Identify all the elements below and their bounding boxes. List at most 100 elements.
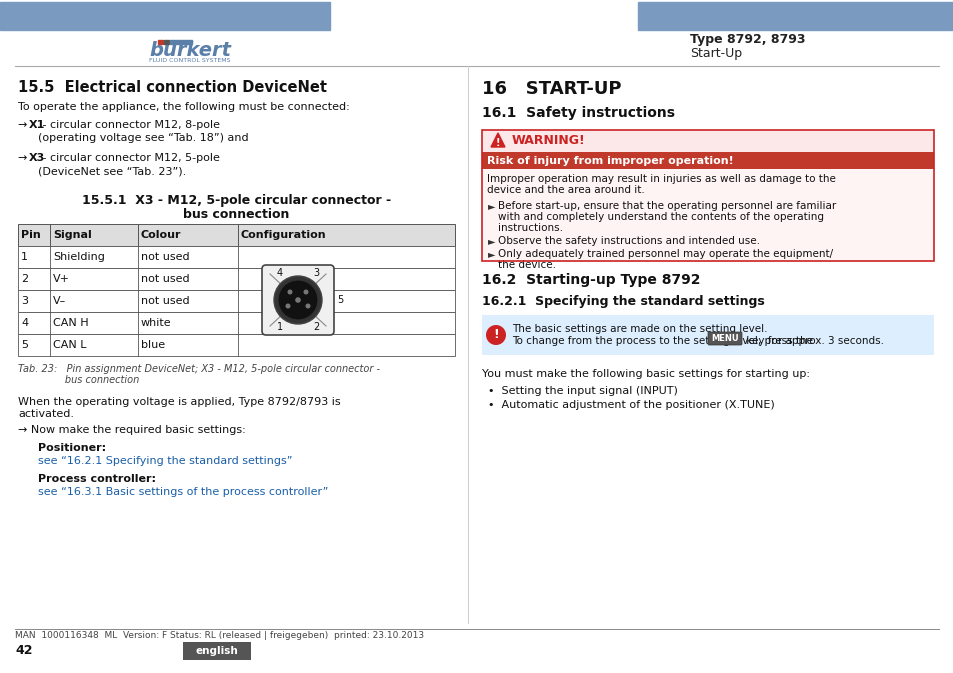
Text: Shielding: Shielding bbox=[53, 252, 105, 262]
Text: Risk of injury from improper operation!: Risk of injury from improper operation! bbox=[486, 155, 733, 166]
Circle shape bbox=[485, 325, 505, 345]
Bar bbox=[18, 312, 455, 334]
Bar bbox=[481, 315, 933, 355]
FancyBboxPatch shape bbox=[262, 265, 334, 335]
Text: not used: not used bbox=[141, 252, 190, 262]
FancyBboxPatch shape bbox=[707, 332, 741, 345]
Bar bbox=[481, 195, 933, 261]
Text: CAN H: CAN H bbox=[53, 318, 89, 328]
Bar bbox=[638, 2, 953, 30]
Text: blue: blue bbox=[141, 340, 165, 350]
Text: Configuration: Configuration bbox=[241, 230, 326, 240]
Circle shape bbox=[294, 297, 300, 303]
Circle shape bbox=[285, 304, 291, 308]
Text: 2: 2 bbox=[313, 322, 319, 332]
Text: 15.5  Electrical connection DeviceNet: 15.5 Electrical connection DeviceNet bbox=[18, 80, 327, 95]
Text: not used: not used bbox=[141, 274, 190, 284]
Text: see “16.2.1 Specifying the standard settings”: see “16.2.1 Specifying the standard sett… bbox=[38, 456, 293, 466]
Text: 3: 3 bbox=[21, 296, 28, 306]
Text: X1: X1 bbox=[29, 120, 46, 130]
Text: Only adequately trained personnel may operate the equipment/: Only adequately trained personnel may op… bbox=[497, 249, 832, 259]
Text: →: → bbox=[18, 153, 30, 163]
Text: bürkert: bürkert bbox=[149, 40, 231, 59]
Text: - circular connector M12, 8-pole: - circular connector M12, 8-pole bbox=[39, 120, 220, 130]
Text: V+: V+ bbox=[53, 274, 70, 284]
Text: When the operating voltage is applied, Type 8792/8793 is
activated.: When the operating voltage is applied, T… bbox=[18, 397, 340, 419]
Text: 4: 4 bbox=[276, 268, 283, 278]
Text: 5: 5 bbox=[21, 340, 28, 350]
Text: Observe the safety instructions and intended use.: Observe the safety instructions and inte… bbox=[497, 236, 760, 246]
Bar bbox=[481, 130, 933, 261]
Bar bbox=[158, 40, 163, 44]
Text: To change from the process to the setting level, press the: To change from the process to the settin… bbox=[512, 336, 812, 346]
Circle shape bbox=[274, 276, 322, 324]
Text: instructions.: instructions. bbox=[497, 223, 562, 233]
Text: key for approx. 3 seconds.: key for approx. 3 seconds. bbox=[742, 336, 883, 346]
Bar bbox=[183, 642, 251, 660]
Text: Process controller:: Process controller: bbox=[38, 474, 156, 484]
Bar bbox=[0, 2, 330, 30]
Text: (operating voltage see “Tab. 18”) and: (operating voltage see “Tab. 18”) and bbox=[38, 133, 249, 143]
Text: 16   START-UP: 16 START-UP bbox=[481, 80, 620, 98]
Circle shape bbox=[277, 280, 317, 320]
Text: Start-Up: Start-Up bbox=[689, 48, 741, 61]
Text: 3: 3 bbox=[313, 268, 318, 278]
Text: V–: V– bbox=[53, 296, 66, 306]
Text: Before start-up, ensure that the operating personnel are familiar: Before start-up, ensure that the operati… bbox=[497, 201, 836, 211]
Text: 16.1  Safety instructions: 16.1 Safety instructions bbox=[481, 106, 675, 120]
Text: Type 8792, 8793: Type 8792, 8793 bbox=[689, 34, 804, 46]
Bar bbox=[18, 290, 455, 312]
Text: 15.5.1  X3 - M12, 5-pole circular connector -: 15.5.1 X3 - M12, 5-pole circular connect… bbox=[82, 194, 391, 207]
Text: →: → bbox=[18, 120, 30, 130]
Text: X3: X3 bbox=[29, 153, 45, 163]
Circle shape bbox=[287, 289, 293, 295]
Text: bus connection: bus connection bbox=[18, 375, 139, 385]
Bar bbox=[170, 40, 192, 44]
Text: To operate the appliance, the following must be connected:: To operate the appliance, the following … bbox=[18, 102, 350, 112]
Circle shape bbox=[303, 289, 308, 295]
Text: WARNING!: WARNING! bbox=[512, 135, 585, 147]
Text: 16.2.1  Specifying the standard settings: 16.2.1 Specifying the standard settings bbox=[481, 295, 764, 308]
Text: (DeviceNet see “Tab. 23”).: (DeviceNet see “Tab. 23”). bbox=[38, 166, 186, 176]
Text: MENU: MENU bbox=[710, 334, 738, 343]
Text: ►: ► bbox=[488, 249, 495, 259]
Text: the device.: the device. bbox=[497, 260, 556, 270]
Bar bbox=[481, 130, 933, 152]
Text: - circular connector M12, 5-pole: - circular connector M12, 5-pole bbox=[39, 153, 219, 163]
Bar bbox=[164, 40, 169, 44]
Text: 42: 42 bbox=[15, 645, 32, 658]
Text: •  Setting the input signal (INPUT): • Setting the input signal (INPUT) bbox=[488, 386, 678, 396]
Bar bbox=[18, 224, 455, 246]
Bar bbox=[481, 152, 933, 169]
Text: bus connection: bus connection bbox=[183, 208, 290, 221]
Circle shape bbox=[305, 304, 310, 308]
Text: Signal: Signal bbox=[53, 230, 91, 240]
Text: 2: 2 bbox=[21, 274, 28, 284]
Text: ►: ► bbox=[488, 236, 495, 246]
Text: FLUID CONTROL SYSTEMS: FLUID CONTROL SYSTEMS bbox=[149, 59, 231, 63]
Text: Pin: Pin bbox=[21, 230, 41, 240]
Text: You must make the following basic settings for starting up:: You must make the following basic settin… bbox=[481, 369, 809, 379]
Text: → Now make the required basic settings:: → Now make the required basic settings: bbox=[18, 425, 246, 435]
Text: The basic settings are made on the setting level.: The basic settings are made on the setti… bbox=[512, 324, 767, 334]
Bar bbox=[18, 334, 455, 356]
Bar bbox=[18, 246, 455, 268]
Text: 4: 4 bbox=[21, 318, 28, 328]
Text: !: ! bbox=[493, 328, 498, 341]
Text: white: white bbox=[141, 318, 172, 328]
Text: with and completely understand the contents of the operating: with and completely understand the conte… bbox=[497, 212, 823, 222]
Text: •  Automatic adjustment of the positioner (X.TUNE): • Automatic adjustment of the positioner… bbox=[488, 400, 774, 410]
Text: MAN  1000116348  ML  Version: F Status: RL (released | freigegeben)  printed: 23: MAN 1000116348 ML Version: F Status: RL … bbox=[15, 631, 424, 641]
Polygon shape bbox=[491, 133, 504, 147]
Text: Positioner:: Positioner: bbox=[38, 443, 106, 453]
Text: not used: not used bbox=[141, 296, 190, 306]
Text: 1: 1 bbox=[21, 252, 28, 262]
Text: Improper operation may result in injuries as well as damage to the: Improper operation may result in injurie… bbox=[486, 174, 835, 184]
Text: 1: 1 bbox=[276, 322, 283, 332]
Text: 16.2  Starting-up Type 8792: 16.2 Starting-up Type 8792 bbox=[481, 273, 700, 287]
Text: ►: ► bbox=[488, 201, 495, 211]
Bar bbox=[481, 169, 933, 195]
Text: CAN L: CAN L bbox=[53, 340, 87, 350]
Text: see “16.3.1 Basic settings of the process controller”: see “16.3.1 Basic settings of the proces… bbox=[38, 487, 328, 497]
Text: Colour: Colour bbox=[141, 230, 181, 240]
